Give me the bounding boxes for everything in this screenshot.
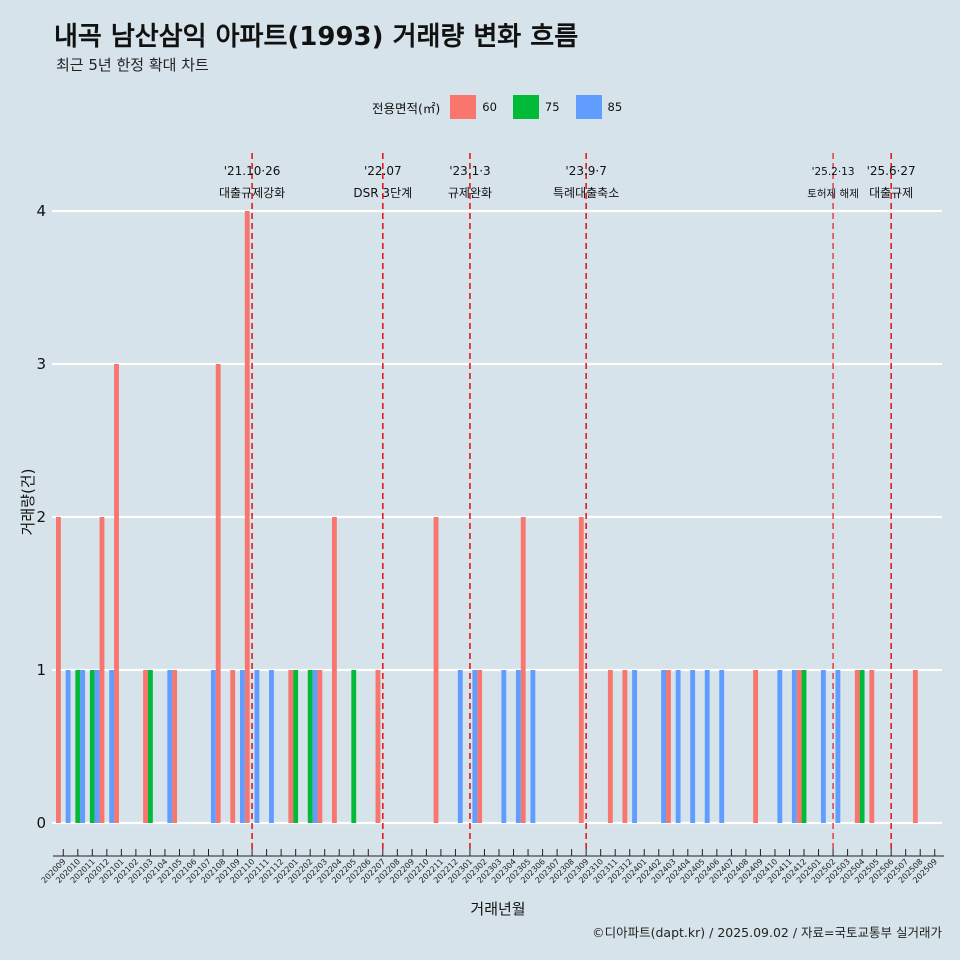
bar-85-202403 — [675, 670, 681, 823]
bar-60-202412 — [796, 670, 802, 823]
bar-85-202009 — [65, 670, 71, 823]
bar-85-202312 — [632, 670, 637, 823]
event-date-label: '23.9·7 — [565, 164, 606, 178]
bar-85-202301 — [472, 670, 478, 823]
legend-label-85: 85 — [607, 100, 623, 114]
bar-85-202109 — [239, 670, 245, 823]
bar-85-202303 — [501, 670, 507, 823]
bar-85-202406 — [719, 670, 725, 823]
event-date-label: '25.2·13 — [812, 166, 855, 178]
legend-swatch-75 — [512, 95, 539, 119]
bar-60-202207 — [375, 670, 381, 823]
event-label: 특례대출축소 — [553, 186, 619, 200]
y-tick-label: 1 — [36, 661, 46, 679]
bar-85-202012 — [109, 670, 115, 823]
bar-85-202104 — [167, 670, 173, 823]
bar-85-202410 — [777, 670, 783, 823]
bar-60-202012 — [99, 517, 105, 823]
chart-title: 내곡 남산삼익 아파트(1993) 거래량 변화 흐름 — [54, 22, 579, 52]
bar-85-202212 — [457, 670, 463, 823]
bars — [56, 211, 918, 823]
bar-85-202305 — [530, 670, 536, 823]
bar-60-202508 — [912, 670, 918, 823]
bar-60-202101 — [114, 364, 119, 823]
event-label: 토허제 해제 — [807, 187, 859, 200]
legend-title: 전용면적(㎡) — [372, 100, 441, 116]
event-date-label: '22.07 — [364, 164, 402, 178]
bar-60-202305 — [520, 517, 526, 823]
legend: 전용면적(㎡) 60 75 85 — [372, 94, 632, 120]
bar-85-202010 — [80, 670, 86, 823]
bar-75-202103 — [147, 670, 153, 823]
event-label: 대출규제강화 — [219, 186, 285, 200]
y-tick-label: 3 — [36, 355, 46, 373]
bar-85-202011 — [94, 670, 100, 823]
event-date-label: '25.6·27 — [867, 164, 916, 178]
bar-85-202501 — [820, 670, 826, 823]
bar-60-202201 — [288, 670, 294, 823]
bar-60-202505 — [869, 670, 875, 823]
bar-60-202409 — [753, 670, 759, 823]
bar-60-202403 — [666, 670, 671, 823]
bar-60-202109 — [230, 670, 236, 823]
legend-swatch-85 — [575, 95, 602, 119]
event-label: 대출규제 — [869, 186, 913, 200]
grid-lines — [52, 209, 942, 825]
bar-85-202405 — [704, 670, 710, 823]
legend-label-75: 75 — [544, 100, 560, 114]
bar-85-202411 — [791, 670, 797, 823]
bar-85-202402 — [661, 670, 667, 823]
bar-60-202009 — [56, 517, 61, 823]
bar-75-202010 — [75, 670, 81, 823]
bar-75-202201 — [293, 670, 299, 823]
bar-85-202111 — [269, 670, 274, 823]
event-date-label: '21.10·26 — [224, 164, 281, 178]
bar-60-202108 — [215, 364, 221, 823]
event-lines: '21.10·26 대출규제강화 '22.07 DSR 3단계 '23.1·3 규제완화 '… — [219, 153, 916, 851]
bar-85-202202 — [312, 670, 318, 823]
event-label: 규제완화 — [448, 186, 492, 200]
bar-75-202202 — [307, 670, 313, 823]
bar-75-202504 — [859, 670, 865, 823]
bar-60-202504 — [854, 670, 860, 823]
bar-75-202412 — [801, 670, 807, 823]
bar-60-202204 — [331, 517, 337, 823]
bar-75-202011 — [89, 670, 95, 823]
source-caption: ©디아파트(dapt.kr) / 2025.09.02 / 자료=국토교통부 실… — [592, 925, 942, 940]
bar-85-202110 — [254, 670, 260, 823]
y-tick-label: 0 — [36, 814, 46, 832]
bar-85-202304 — [515, 670, 521, 823]
bar-75-202205 — [351, 670, 357, 823]
x-axis-title: 거래년월 — [470, 900, 525, 918]
legend-swatch-60 — [450, 95, 477, 119]
bar-60-202103 — [143, 670, 148, 823]
bar-85-202107 — [210, 670, 216, 823]
chart-subtitle: 최근 5년 한정 확대 차트 — [56, 56, 209, 74]
bar-60-202203 — [317, 670, 323, 823]
legend-label-60: 60 — [482, 100, 497, 114]
bar-85-202404 — [690, 670, 696, 823]
y-axis-title: 거래량(건) — [19, 469, 37, 536]
bar-60-202311 — [607, 670, 613, 823]
y-tick-label: 4 — [36, 202, 46, 220]
bar-60-202211 — [433, 517, 439, 823]
event-date-label: '23.1·3 — [449, 164, 490, 178]
y-tick-label: 2 — [36, 508, 46, 526]
bar-60-202302 — [477, 670, 483, 823]
bar-60-202312 — [622, 670, 628, 823]
event-label: DSR 3단계 — [353, 186, 412, 200]
bar-60-202309 — [578, 517, 584, 823]
bar-60-202105 — [172, 670, 178, 823]
bar-85-202502 — [835, 670, 841, 823]
bar-60-202110 — [244, 211, 250, 823]
